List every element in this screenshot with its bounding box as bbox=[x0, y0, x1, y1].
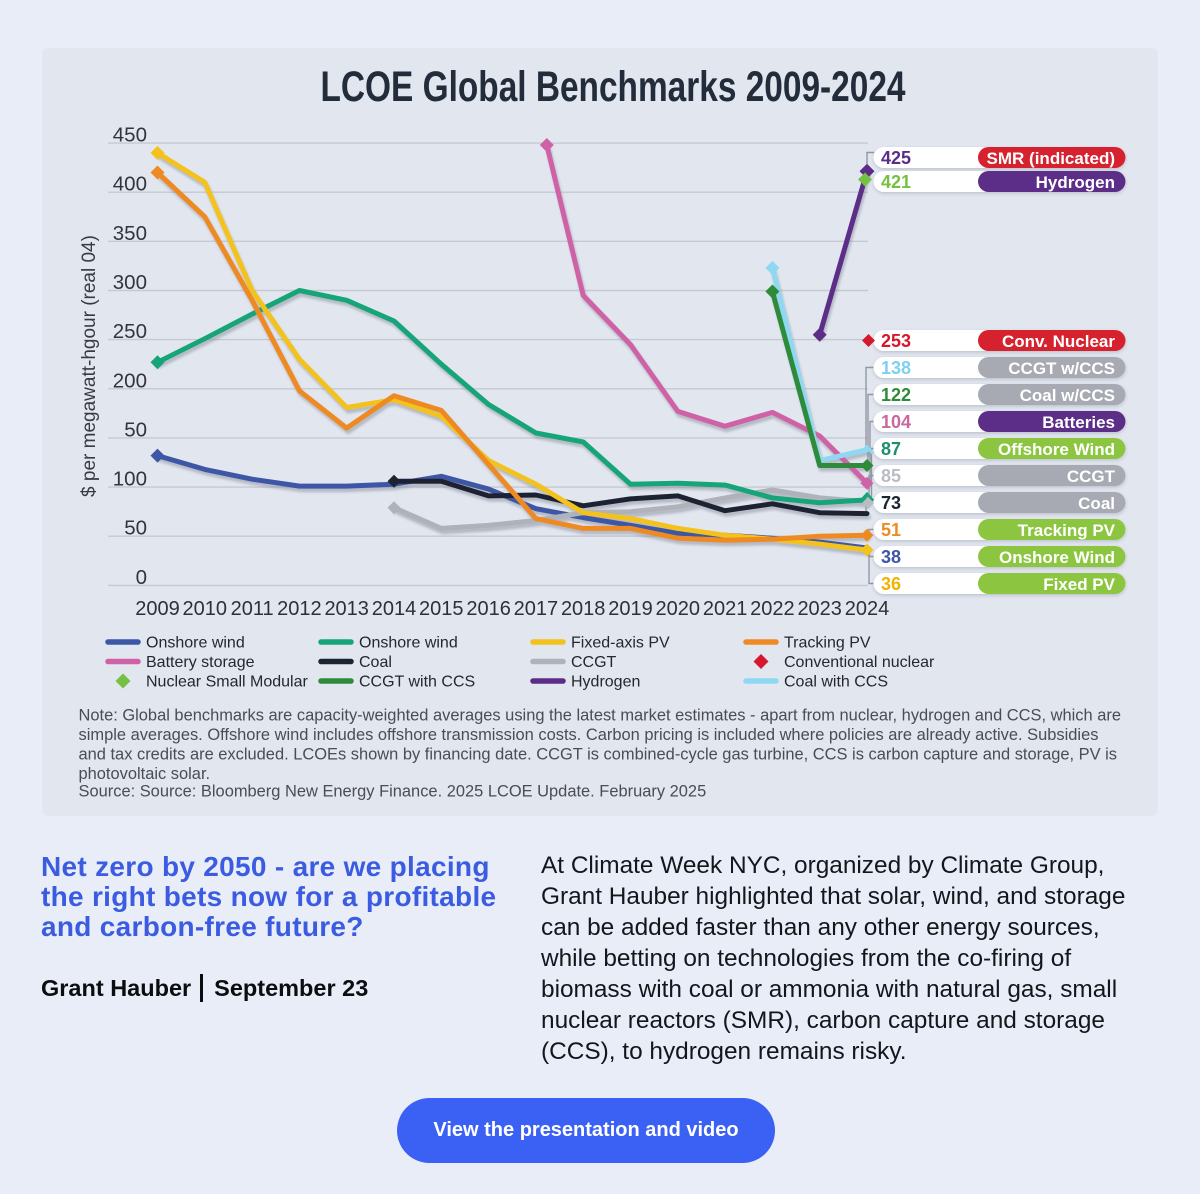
svg-text:LCOE Global Benchmarks 2009-20: LCOE Global Benchmarks 2009-2024 bbox=[321, 63, 906, 111]
svg-text:Coal: Coal bbox=[1078, 494, 1115, 513]
svg-text:Fixed PV: Fixed PV bbox=[1043, 575, 1115, 594]
svg-text:and tax credits are excluded.: and tax credits are excluded. LCOEs show… bbox=[79, 746, 1118, 764]
svg-text:122: 122 bbox=[881, 385, 911, 405]
svg-text:Tracking PV: Tracking PV bbox=[1018, 521, 1116, 540]
svg-text:2013: 2013 bbox=[324, 598, 369, 620]
svg-text:2024: 2024 bbox=[845, 598, 890, 620]
svg-text:Conv. Nuclear: Conv. Nuclear bbox=[1002, 332, 1115, 351]
svg-text:36: 36 bbox=[881, 574, 901, 594]
svg-text:2010: 2010 bbox=[183, 598, 228, 620]
svg-text:Coal w/CCS: Coal w/CCS bbox=[1020, 386, 1115, 405]
svg-text:2023: 2023 bbox=[797, 598, 842, 620]
svg-text:50: 50 bbox=[124, 517, 147, 540]
svg-text:2009: 2009 bbox=[135, 598, 180, 620]
svg-text:photovoltaic solar.: photovoltaic solar. bbox=[79, 765, 211, 783]
svg-text:Offshore Wind: Offshore Wind bbox=[998, 440, 1115, 459]
svg-text:2022: 2022 bbox=[750, 598, 795, 620]
svg-text:2020: 2020 bbox=[656, 598, 701, 620]
svg-text:2011: 2011 bbox=[231, 598, 274, 620]
svg-text:Source: Source: Bloomberg New: Source: Source: Bloomberg New Energy Fin… bbox=[79, 783, 707, 801]
svg-text:2021: 2021 bbox=[703, 598, 748, 620]
svg-text:253: 253 bbox=[881, 331, 911, 351]
svg-text:85: 85 bbox=[881, 466, 901, 486]
svg-text:250: 250 bbox=[113, 320, 147, 343]
svg-text:Coal with CCS: Coal with CCS bbox=[784, 674, 888, 691]
svg-text:Onshore wind: Onshore wind bbox=[146, 635, 245, 652]
svg-text:450: 450 bbox=[113, 124, 147, 147]
svg-text:425: 425 bbox=[881, 148, 911, 168]
svg-text:Hydrogen: Hydrogen bbox=[571, 674, 640, 691]
svg-text:Batteries: Batteries bbox=[1042, 413, 1115, 432]
svg-text:400: 400 bbox=[113, 173, 147, 196]
svg-text:CCGT w/CCS: CCGT w/CCS bbox=[1008, 359, 1115, 378]
svg-text:87: 87 bbox=[881, 439, 901, 459]
svg-text:Battery storage: Battery storage bbox=[146, 654, 255, 671]
svg-text:51: 51 bbox=[881, 520, 901, 540]
svg-text:2018: 2018 bbox=[561, 598, 606, 620]
svg-text:Fixed-axis PV: Fixed-axis PV bbox=[571, 635, 670, 652]
svg-text:2019: 2019 bbox=[608, 598, 653, 620]
svg-text:350: 350 bbox=[113, 222, 147, 245]
svg-text:73: 73 bbox=[881, 493, 901, 513]
svg-text:421: 421 bbox=[881, 172, 911, 192]
svg-text:50: 50 bbox=[124, 418, 147, 441]
svg-text:Onshore Wind: Onshore Wind bbox=[999, 548, 1115, 567]
svg-text:Onshore wind: Onshore wind bbox=[359, 635, 458, 652]
svg-text:38: 38 bbox=[881, 547, 901, 567]
svg-text:$ per megawatt-hgour (real 04): $ per megawatt-hgour (real 04) bbox=[79, 235, 100, 497]
svg-text:simple averages. Offshore wind: simple averages. Offshore wind includes … bbox=[79, 726, 1099, 744]
svg-text:SMR (indicated): SMR (indicated) bbox=[987, 149, 1115, 168]
svg-text:2014: 2014 bbox=[372, 598, 417, 620]
svg-text:2016: 2016 bbox=[466, 598, 511, 620]
svg-text:CCGT: CCGT bbox=[1067, 467, 1116, 486]
svg-text:2017: 2017 bbox=[514, 598, 559, 620]
svg-text:Tracking PV: Tracking PV bbox=[784, 635, 871, 652]
svg-text:104: 104 bbox=[881, 412, 911, 432]
svg-text:300: 300 bbox=[113, 271, 147, 294]
svg-text:138: 138 bbox=[881, 358, 911, 378]
svg-text:CCGT with CCS: CCGT with CCS bbox=[359, 674, 475, 691]
svg-text:100: 100 bbox=[113, 468, 147, 491]
svg-text:Conventional nuclear: Conventional nuclear bbox=[784, 654, 935, 671]
svg-text:Nuclear Small Modular: Nuclear Small Modular bbox=[146, 674, 309, 691]
svg-text:CCGT: CCGT bbox=[571, 654, 617, 671]
svg-text:Coal: Coal bbox=[359, 654, 392, 671]
svg-text:Hydrogen: Hydrogen bbox=[1036, 173, 1115, 192]
svg-text:200: 200 bbox=[113, 369, 147, 392]
svg-text:2012: 2012 bbox=[277, 598, 322, 620]
svg-text:Note: Global benchmarks are ca: Note: Global benchmarks are capacity-wei… bbox=[79, 707, 1121, 725]
svg-text:0: 0 bbox=[136, 566, 147, 589]
svg-text:2015: 2015 bbox=[419, 598, 464, 620]
